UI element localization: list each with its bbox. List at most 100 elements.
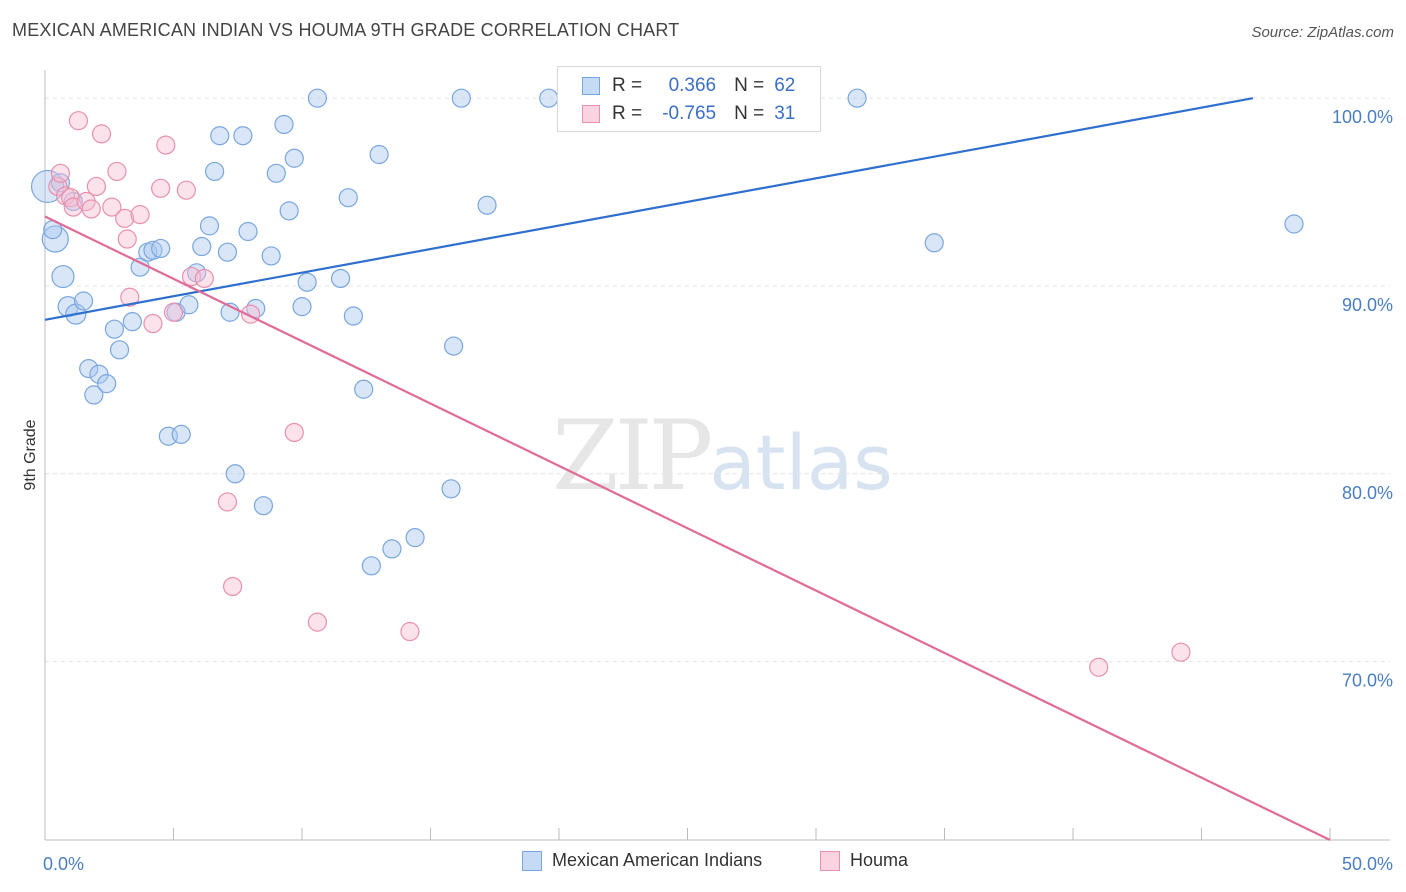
legend-r-value: 0.366 — [668, 75, 717, 96]
data-point — [130, 205, 150, 225]
data-point — [176, 180, 196, 200]
legend-swatch-pink — [820, 850, 840, 871]
data-point — [233, 126, 253, 146]
legend-swatch-pink — [582, 105, 600, 123]
legend-label: Houma — [850, 850, 909, 870]
y-tick-label: 90.0% — [1342, 295, 1393, 315]
data-point — [163, 302, 184, 322]
y-tick-label: 80.0% — [1342, 483, 1393, 503]
data-point — [143, 240, 163, 260]
trend-line-pink — [44, 215, 1331, 841]
data-point — [284, 422, 304, 443]
legend-swatch-blue — [582, 77, 600, 95]
legend-r-label: R = — [612, 103, 643, 124]
data-point — [122, 312, 142, 332]
y-tick-label: 70.0% — [1342, 671, 1393, 691]
data-point — [107, 161, 127, 182]
data-point — [143, 313, 163, 334]
data-point — [330, 268, 351, 289]
data-point — [117, 229, 137, 249]
y-axis-label: 9th Grade — [22, 419, 39, 490]
data-point — [441, 479, 461, 499]
data-point — [354, 379, 374, 399]
chart-title: MEXICAN AMERICAN INDIAN VS HOUMA 9TH GRA… — [12, 20, 680, 40]
legend-n-label: N = — [734, 75, 765, 96]
data-point — [1171, 642, 1191, 662]
data-point — [51, 264, 75, 289]
grid-lines — [45, 97, 1390, 663]
data-point — [81, 199, 101, 219]
series-legend: Mexican American Indians Houma — [0, 850, 1406, 880]
data-point — [50, 163, 71, 183]
data-point — [217, 492, 238, 512]
x-tick-label-max: 50.0% — [1342, 854, 1393, 874]
trend-line-blue — [44, 97, 1254, 321]
data-point — [451, 88, 471, 108]
data-point — [192, 236, 212, 257]
data-point — [102, 197, 122, 217]
data-point — [307, 612, 328, 632]
data-point — [225, 464, 245, 484]
data-point — [171, 424, 191, 444]
axes — [44, 70, 1390, 841]
data-point — [84, 385, 104, 405]
series-houma — [48, 111, 1191, 677]
data-point — [343, 306, 363, 326]
data-point — [205, 161, 225, 182]
data-point — [109, 340, 130, 360]
data-point — [246, 298, 266, 319]
data-point — [477, 195, 497, 215]
data-point — [210, 126, 230, 146]
data-point — [292, 297, 312, 317]
data-point — [261, 246, 281, 266]
data-point — [253, 496, 274, 516]
source-label: Source: ZipAtlas.com — [1251, 24, 1394, 41]
data-point — [847, 88, 867, 108]
legend-row-pink: R = -0.765 N = 31 — [582, 101, 795, 127]
data-point — [361, 556, 381, 576]
data-point — [238, 221, 258, 242]
data-point — [444, 336, 464, 356]
legend-label: Mexican American Indians — [552, 850, 763, 870]
legend-n-value: 31 — [774, 103, 796, 124]
watermark: ZIPatlas — [552, 400, 893, 512]
correlation-legend: R = 0.366 N = 62 R = -0.765 N = 31 — [557, 66, 821, 132]
data-point — [924, 233, 944, 253]
data-point — [104, 319, 124, 339]
data-point — [79, 359, 99, 379]
data-point — [266, 163, 286, 183]
data-point — [223, 576, 243, 597]
data-point — [284, 148, 304, 168]
data-point — [68, 111, 89, 131]
data-point — [274, 114, 294, 135]
legend-n-value: 62 — [774, 75, 796, 96]
series-mexican-american-indians — [30, 88, 1304, 576]
watermark-zip: ZIP — [552, 400, 713, 512]
data-point — [297, 272, 317, 292]
data-point — [307, 88, 328, 108]
legend-r-label: R = — [612, 75, 643, 96]
data-point — [115, 208, 135, 228]
data-point — [400, 621, 420, 642]
trend-lines — [44, 97, 1331, 841]
legend-item-houma: Houma — [820, 850, 908, 871]
legend-item-mexican-american-indians: Mexican American Indians — [522, 850, 762, 871]
legend-r-value: -0.765 — [662, 103, 717, 124]
data-point — [1089, 657, 1109, 677]
data-point — [151, 238, 171, 259]
data-point — [382, 539, 402, 559]
data-point — [151, 178, 171, 198]
data-point — [338, 188, 358, 208]
legend-swatch-blue — [522, 850, 542, 871]
y-tick-label: 100.0% — [1332, 107, 1393, 127]
axis-labels: 100.0% 90.0% 80.0% 70.0% 0.0% 50.0% 9th Grade — [22, 107, 1393, 874]
data-point — [405, 528, 425, 548]
legend-row-blue: R = 0.366 N = 62 — [582, 73, 795, 99]
data-point — [194, 268, 214, 289]
data-point — [179, 295, 199, 315]
data-point — [217, 242, 238, 262]
data-point — [1284, 214, 1304, 234]
data-point — [120, 287, 140, 307]
legend-n-label: N = — [734, 103, 765, 124]
